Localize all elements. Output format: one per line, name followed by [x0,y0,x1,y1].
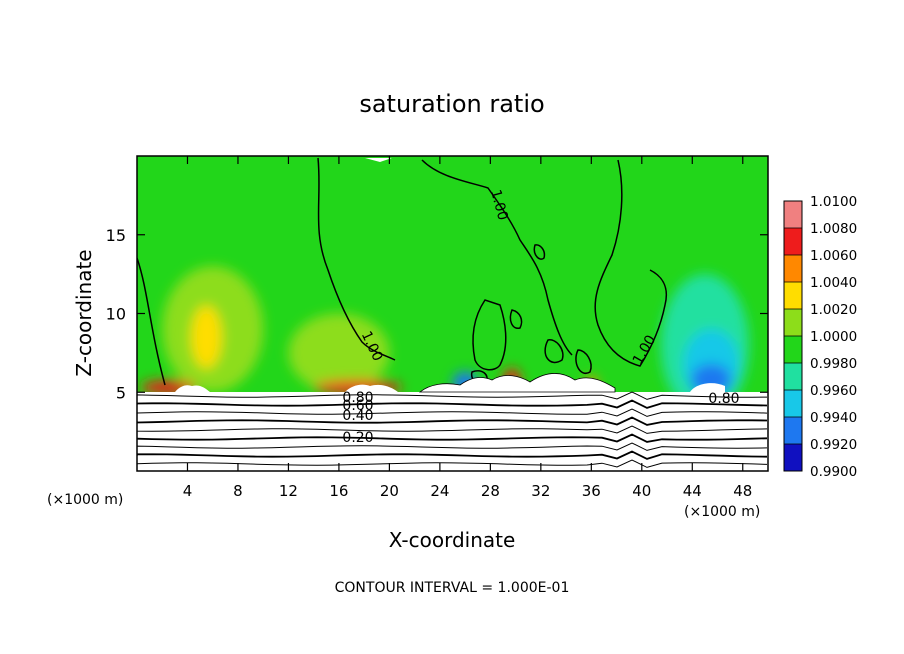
colorbar-label: 1.0060 [810,248,857,264]
contour-line-0.6 [137,416,768,426]
colorbar-label: 1.0020 [810,302,857,318]
x-tick-label: 8 [233,482,243,500]
colorbar-swatch [784,255,802,283]
contour-line [421,159,573,356]
surface-wisps [418,373,616,393]
contour-label: 0.80 [708,391,739,407]
contour-line [472,299,507,371]
colorbar-label: 1.0040 [810,275,857,291]
field-region-warm-left-core [191,305,222,369]
y-tick-label: 5 [116,383,126,402]
x-axis: 4 8 12 16 20 24 28 32 36 40 44 48 [183,156,752,500]
x-tick-label: 16 [329,482,348,500]
contour-label: 0.40 [342,408,373,424]
colorbar-label: 1.0080 [810,221,857,237]
contour-line [594,159,667,367]
contour-line [317,157,396,361]
contour-line [544,339,564,364]
stable-contours [137,391,768,468]
colorbar-swatch [784,309,802,337]
colorbar-label: 0.9940 [810,410,857,426]
colorbar-label: 1.0000 [810,329,857,345]
y-tick-label: 10 [106,305,126,324]
x-tick-label: 28 [481,482,500,500]
colorbar-label: 0.9980 [810,356,857,372]
x-unit-right: (×1000 m) [684,504,760,520]
x-tick-label: 48 [733,482,752,500]
surface-wisps [690,383,725,392]
contour-line-0.3 [137,442,768,451]
contour-label: 1.00 [487,188,511,222]
y-axis-title: Z-coordinate [72,249,96,376]
contour-label: 0.80 [342,390,373,406]
colorbar-label: 1.0100 [810,194,857,210]
colorbar-swatch [784,282,802,310]
x-tick-label: 20 [380,482,399,500]
x-tick-label: 24 [430,482,449,500]
colorbar-swatch [784,336,802,364]
colorbar-swatch [784,228,802,256]
y-tick-label: 15 [106,226,126,245]
contour-line-0.1 [137,459,768,468]
x-axis-title: X-coordinate [389,528,516,552]
surface-bumps [175,158,398,392]
colorbar-swatch [784,363,802,391]
contour-line [533,244,546,260]
contour-line [575,349,592,375]
colorbar-swatch [784,390,802,418]
contour-label: 0.20 [342,430,373,446]
x-tick-label: 44 [683,482,702,500]
contour-label: 0.60 [342,398,373,414]
colorbar-swatch [784,417,802,445]
contour-line-0.9 [137,391,768,400]
contour-line-0.8 [137,399,768,409]
x-unit-left: (×1000 m) [47,492,123,508]
contour-line [509,309,523,329]
x-tick-label: 40 [632,482,651,500]
chart-title: saturation ratio [359,90,544,118]
x-tick-label: 12 [279,482,298,500]
contour-line-0.7 [137,408,768,417]
y-axis: 5 10 15 [106,226,768,402]
contour-interval-note: CONTOUR INTERVAL = 1.000E-01 [335,580,570,596]
contour-line [137,257,166,386]
x-tick-label: 32 [531,482,550,500]
contour-line-0.2 [137,450,768,460]
contour-line-0.5 [137,425,768,434]
colorbar-swatch [784,201,802,229]
colorbar-legend: 1.0100 1.0080 1.0060 1.0040 1.0020 1.0000 0.99… [783,194,857,480]
colorbar-label: 0.9900 [810,464,857,480]
x-tick-label: 36 [582,482,601,500]
colorbar-swatch [784,444,802,472]
plot-area: 1.001.001.000.800.600.400.200.80 [137,156,768,471]
contour-line-0.4 [137,433,768,443]
colorbar-label: 0.9920 [810,437,857,453]
x-tick-label: 4 [183,482,193,500]
field-region-warm-mid [288,313,390,393]
colorbar-label: 0.9960 [810,383,857,399]
